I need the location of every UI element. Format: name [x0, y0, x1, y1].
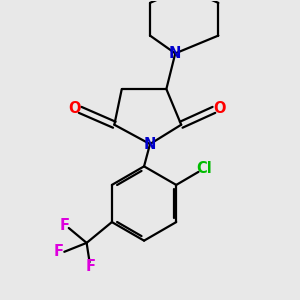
Text: F: F — [59, 218, 69, 232]
Text: F: F — [86, 259, 96, 274]
Text: O: O — [69, 101, 81, 116]
Text: Cl: Cl — [196, 161, 212, 176]
Text: F: F — [54, 244, 64, 259]
Text: N: N — [169, 46, 182, 61]
Text: N: N — [144, 136, 156, 152]
Text: O: O — [214, 101, 226, 116]
